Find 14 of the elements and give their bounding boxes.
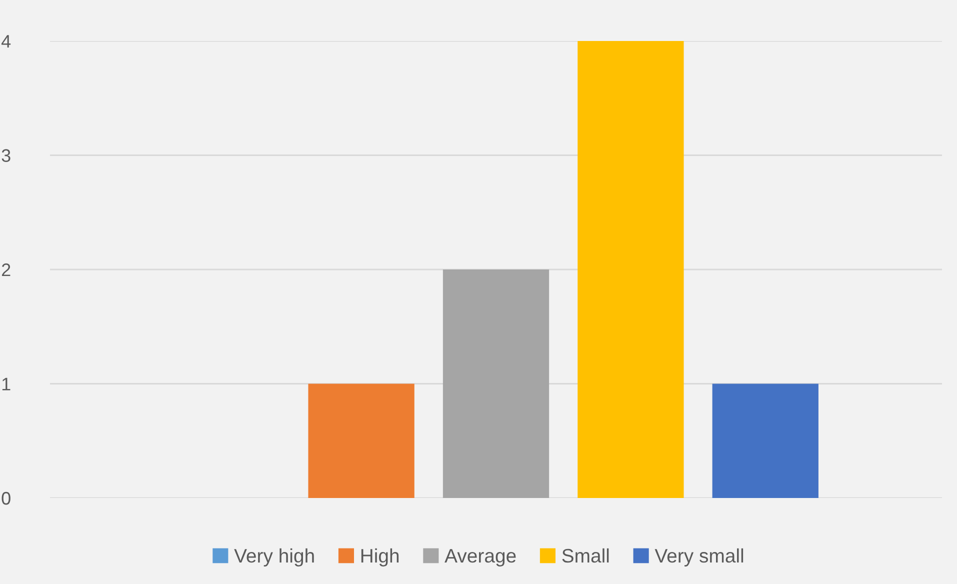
legend-label: Very high (234, 548, 314, 566)
legend-label: Very small (654, 548, 744, 566)
bar (712, 384, 818, 498)
legend-label: Small (562, 548, 609, 563)
legend-label: High (361, 548, 399, 566)
bar (578, 41, 684, 498)
y-tick-label: 0 (2, 492, 10, 505)
legend-label: Average (444, 549, 516, 566)
y-tick-label: 2 (2, 263, 10, 276)
bar (308, 384, 414, 498)
y-tick-label: 1 (2, 378, 10, 390)
y-tick-label: 4 (1, 35, 11, 48)
bar (442, 270, 550, 498)
y-tick-label: 3 (2, 149, 10, 162)
